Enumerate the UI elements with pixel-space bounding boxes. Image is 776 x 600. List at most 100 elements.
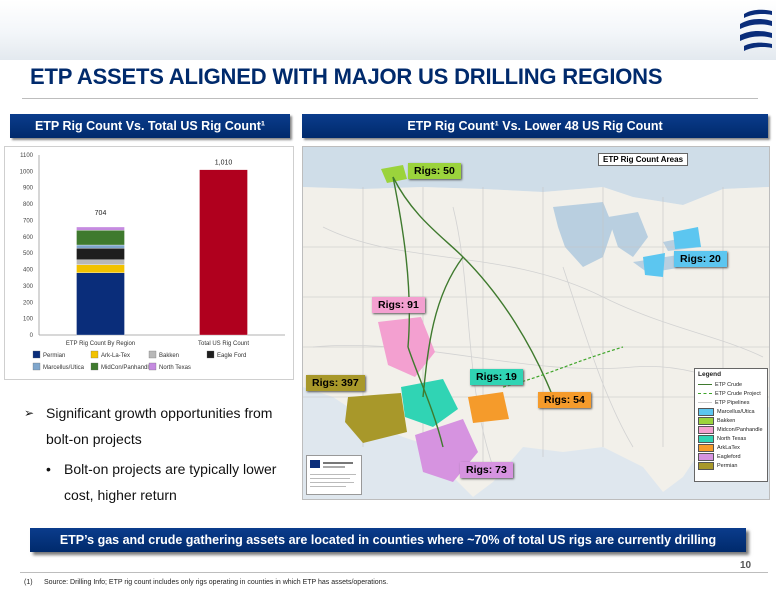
map-legend-swatch bbox=[698, 393, 712, 394]
legend-label: MidCon/Panhandle bbox=[101, 365, 153, 371]
header-background bbox=[0, 0, 776, 60]
left-panel-header: ETP Rig Count Vs. Total US Rig Count¹ bbox=[10, 114, 290, 138]
company-logo bbox=[740, 9, 772, 51]
dot-bullet-icon: • bbox=[46, 461, 51, 477]
legend-swatch bbox=[32, 362, 41, 371]
map-legend-item: ETP Crude Project bbox=[695, 389, 767, 398]
bullet-main-text: Significant growth opportunities from bo… bbox=[46, 405, 273, 447]
bar-segment bbox=[76, 259, 125, 265]
map-legend-label: ArkLaTex bbox=[717, 444, 740, 451]
legend-swatch bbox=[148, 350, 157, 359]
map-legend-label: Permian bbox=[717, 462, 738, 469]
bullet-sub: • Bolt-on projects are typically lower c… bbox=[24, 456, 289, 508]
page-number: 10 bbox=[740, 560, 752, 571]
y-tick-label: 0 bbox=[30, 333, 34, 339]
page-title: ETP ASSETS ALIGNED WITH MAJOR US DRILLIN… bbox=[30, 64, 663, 89]
bar-segment bbox=[76, 272, 125, 336]
rig-label-arklatex: Rigs: 54 bbox=[538, 392, 591, 408]
map-legend-swatch bbox=[698, 434, 714, 443]
legend-label: North Texas bbox=[159, 365, 191, 371]
legend-label: Permian bbox=[43, 353, 65, 359]
map-legend-item: Midcon/Panhandle bbox=[695, 425, 767, 434]
legend-label: Bakken bbox=[159, 353, 179, 359]
map-legend-item: North Texas bbox=[695, 434, 767, 443]
map-legend-item: ArkLaTex bbox=[695, 443, 767, 452]
map-legend-swatch bbox=[698, 452, 714, 461]
right-panel-header: ETP Rig Count¹ Vs. Lower 48 US Rig Count bbox=[302, 114, 768, 138]
map-legend-item: Eagleford bbox=[695, 452, 767, 461]
data-label: 1,010 bbox=[215, 160, 233, 167]
y-tick-label: 600 bbox=[23, 235, 34, 241]
legend-swatch bbox=[148, 362, 157, 371]
map-legend-item: Permian bbox=[695, 461, 767, 470]
map-legend-title: Legend bbox=[698, 371, 722, 378]
rig-label-midcon: Rigs: 91 bbox=[372, 297, 425, 313]
y-tick-label: 200 bbox=[23, 300, 34, 306]
legend-label: Marcellus/Utica bbox=[43, 365, 85, 371]
bar-segment bbox=[76, 244, 125, 249]
map-legend-label: North Texas bbox=[717, 435, 747, 442]
bullet-sub-text: Bolt-on projects are typically lower cos… bbox=[64, 461, 277, 503]
bar-segment bbox=[199, 169, 248, 336]
map-legend-swatch bbox=[698, 443, 714, 452]
map-legend-item: Bakken bbox=[695, 416, 767, 425]
footnote-text: Source: Drilling Info; ETP rig count inc… bbox=[43, 579, 389, 586]
y-tick-label: 1000 bbox=[20, 169, 34, 175]
map-legend-swatch bbox=[698, 416, 714, 425]
y-tick-label: 300 bbox=[23, 284, 34, 290]
y-tick-label: 800 bbox=[23, 202, 34, 208]
map-legend-label: ETP Pipelines bbox=[715, 399, 750, 406]
map-legend-label: Midcon/Panhandle bbox=[717, 426, 763, 433]
legend-label: Eagle Ford bbox=[217, 353, 246, 359]
legend-swatch bbox=[32, 350, 41, 359]
bar-segment bbox=[76, 226, 125, 231]
y-tick-label: 700 bbox=[23, 218, 34, 224]
bar-segment bbox=[76, 230, 125, 246]
rig-label-eagle-ford: Rigs: 73 bbox=[460, 462, 513, 478]
rig-label-north-texas: Rigs: 19 bbox=[470, 369, 523, 385]
map-legend-label: Eagleford bbox=[717, 453, 741, 460]
map-legend-label: Marcellus/Utica bbox=[717, 408, 755, 415]
y-tick-label: 900 bbox=[23, 186, 34, 192]
arrow-bullet-icon: ➢ bbox=[24, 406, 35, 420]
map-legend-label: Bakken bbox=[717, 417, 736, 424]
map-legend-item: Marcellus/Utica bbox=[695, 407, 767, 416]
map-legend-swatch bbox=[698, 425, 714, 434]
legend-swatch bbox=[206, 350, 215, 359]
rig-label-bakken: Rigs: 50 bbox=[408, 163, 461, 179]
map-inset-logo bbox=[306, 455, 362, 495]
y-tick-label: 100 bbox=[23, 317, 34, 323]
y-tick-label: 1100 bbox=[20, 153, 34, 159]
map-legend-swatch bbox=[698, 384, 712, 385]
map-legend-swatch bbox=[698, 407, 714, 416]
map-legend: Legend ETP Crude ETP Crude Project ETP Pip… bbox=[694, 368, 768, 482]
footer-divider bbox=[20, 572, 768, 573]
bar-segment bbox=[76, 248, 125, 260]
bullet-main: ➢ Significant growth opportunities from … bbox=[24, 400, 289, 452]
data-label: 704 bbox=[95, 210, 107, 217]
legend-label: Ark-La-Tex bbox=[101, 353, 130, 359]
map-legend-swatch bbox=[698, 461, 714, 470]
legend-swatch bbox=[90, 350, 99, 359]
rig-label-marcellus: Rigs: 20 bbox=[674, 251, 727, 267]
map-legend-item: ETP Pipelines bbox=[695, 398, 767, 407]
map-legend-label: ETP Crude Project bbox=[715, 390, 761, 397]
map-legend-swatch bbox=[698, 402, 712, 403]
summary-banner: ETP’s gas and crude gathering assets are… bbox=[30, 528, 746, 552]
footnote-number: (1) bbox=[24, 579, 33, 586]
y-tick-label: 400 bbox=[23, 268, 34, 274]
rig-count-chart-container: 0 100 200 300 400 500 600 700 800 900 1000 1100 704 E… bbox=[4, 146, 294, 380]
x-tick-label: Total US Rig Count bbox=[198, 341, 249, 347]
legend-swatch bbox=[90, 362, 99, 371]
footnote: (1) Source: Drilling Info; ETP rig count… bbox=[24, 579, 388, 586]
rig-count-chart: 0 100 200 300 400 500 600 700 800 900 1000 1100 704 E… bbox=[20, 153, 285, 371]
map-areas-title: ETP Rig Count Areas bbox=[598, 153, 689, 166]
x-tick-label: ETP Rig Count By Region bbox=[66, 341, 135, 347]
rig-label-permian: Rigs: 397 bbox=[306, 375, 365, 391]
bar-segment bbox=[76, 264, 125, 273]
map-legend-item: ETP Crude bbox=[695, 380, 767, 389]
title-divider bbox=[22, 98, 758, 99]
y-tick-label: 500 bbox=[23, 251, 34, 257]
map-legend-label: ETP Crude bbox=[715, 381, 743, 388]
bullet-list: ➢ Significant growth opportunities from … bbox=[24, 400, 289, 508]
